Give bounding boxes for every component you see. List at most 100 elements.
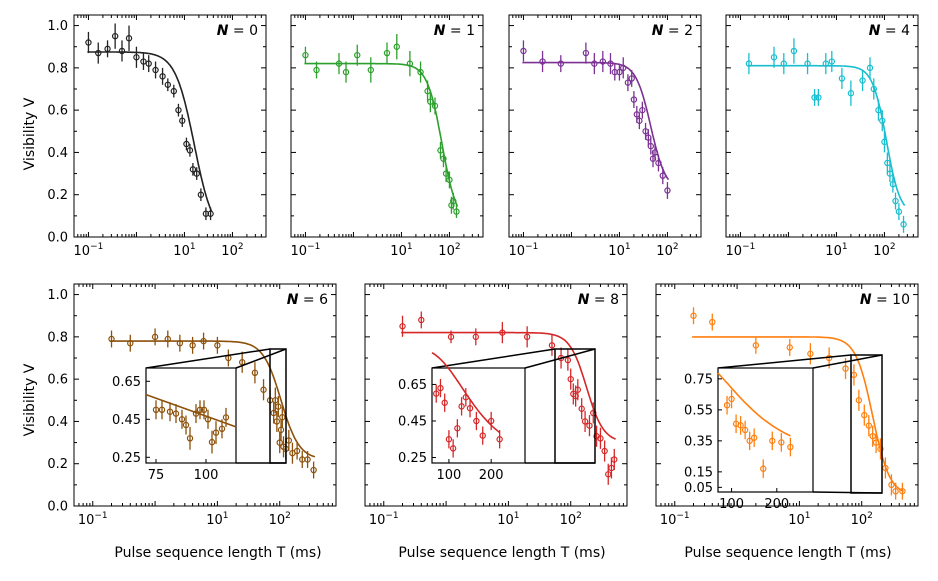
data-point	[310, 466, 317, 474]
data-point	[520, 47, 527, 55]
y-tick-label: 1.0	[47, 19, 68, 34]
data-point	[790, 47, 798, 55]
n-label: N = 0	[217, 23, 258, 39]
data-point	[822, 60, 830, 67]
data-point	[125, 35, 133, 42]
inset-x-tick-label: 200	[764, 497, 789, 512]
x-axis-label-3: Pulse sequence length T (ms)	[684, 545, 891, 561]
inset-y-tick-label: 0.55	[684, 403, 713, 418]
data-point	[151, 333, 159, 341]
data-point	[393, 43, 400, 50]
data-point	[601, 447, 608, 455]
inset-data-point	[166, 408, 174, 415]
data-point	[251, 369, 259, 376]
data-point	[899, 488, 906, 495]
inset-data-point	[737, 422, 744, 429]
data-point	[523, 333, 531, 341]
x-tick-label: 10−1	[726, 242, 756, 259]
fit-curve	[401, 331, 616, 440]
data-point	[427, 98, 434, 105]
inset-data-point	[473, 417, 480, 425]
inset-data-point	[769, 437, 776, 445]
inset-y-tick-label: 0.35	[684, 434, 713, 449]
data-point	[690, 312, 697, 319]
data-point	[440, 155, 447, 162]
inset-data-point	[441, 399, 448, 406]
x-tick-label: 102	[438, 242, 460, 259]
inset-x-tick-label: 200	[479, 468, 504, 483]
data-point	[214, 342, 221, 349]
data-point	[900, 221, 907, 228]
inset-y-tick-label: 0.25	[398, 451, 427, 466]
x-tick-label: 101	[497, 511, 519, 528]
data-point	[104, 45, 111, 53]
y-tick-label: 0.0	[47, 231, 68, 246]
panel-n4: 10−1 101 102 N = 4	[725, 14, 919, 259]
y-tick-label: 0.6	[47, 373, 68, 388]
data-point	[313, 66, 320, 74]
data-point	[855, 397, 863, 404]
inset-x-tick-label: 100	[194, 468, 219, 483]
data-point	[189, 342, 196, 349]
data-point	[895, 208, 903, 215]
zoom-box	[554, 348, 596, 464]
data-point	[879, 117, 886, 124]
inset-data-point	[778, 439, 785, 446]
fit-curve	[110, 340, 316, 458]
zoom-connector	[812, 354, 883, 369]
inset-data-point	[787, 443, 794, 451]
inset-data-point	[204, 416, 212, 423]
x-tick-label: 10−1	[78, 511, 108, 528]
data-point	[838, 75, 846, 82]
inset-data-point	[746, 437, 753, 445]
n-label: N = 10	[860, 292, 910, 308]
inset-data-point	[728, 395, 735, 403]
data-point	[335, 60, 343, 67]
fit-curve	[87, 51, 213, 212]
inset-data-point	[449, 445, 457, 452]
data-point	[607, 60, 614, 67]
data-point	[133, 54, 140, 61]
inset-data-point	[741, 426, 749, 434]
x-tick-label: 101	[206, 511, 228, 528]
data-point	[786, 344, 793, 351]
inset-data-point	[186, 435, 194, 442]
fit-curve	[747, 64, 906, 207]
x-axis-label-2: Pulse sequence length T (ms)	[398, 545, 605, 561]
data-point	[293, 447, 301, 455]
inset-data-point	[445, 436, 453, 443]
data-point	[886, 170, 894, 177]
y-axis-label-top: Visibility V	[22, 97, 38, 170]
inset-data-point	[208, 438, 216, 446]
data-point	[811, 94, 818, 101]
data-point	[383, 49, 391, 57]
data-point	[111, 32, 119, 40]
inset-fit-curve	[145, 393, 237, 428]
data-point	[302, 51, 309, 59]
data-point	[193, 170, 200, 177]
data-point	[472, 333, 480, 341]
data-point	[431, 102, 439, 110]
panel-n2: 10−1 101 102 N = 2	[508, 14, 702, 259]
data-point	[417, 68, 424, 76]
data-point	[446, 176, 453, 184]
panel-n1: 10−1 101 102 N = 1	[290, 14, 484, 259]
data-point	[276, 439, 283, 446]
data-point	[170, 87, 178, 95]
x-tick-label: 10−1	[509, 242, 539, 259]
data-point	[159, 73, 166, 80]
zoom-connector	[431, 348, 556, 369]
data-point	[780, 60, 787, 67]
data-point	[639, 106, 646, 114]
data-point	[548, 342, 556, 349]
data-point	[745, 60, 753, 67]
data-point	[815, 94, 822, 101]
data-point	[590, 409, 597, 417]
data-point	[418, 316, 425, 324]
data-point	[655, 159, 662, 167]
data-point	[183, 140, 190, 148]
data-point	[888, 481, 895, 489]
y-tick-label: 0.4	[47, 415, 68, 430]
data-point	[881, 138, 888, 146]
data-point	[207, 210, 214, 217]
